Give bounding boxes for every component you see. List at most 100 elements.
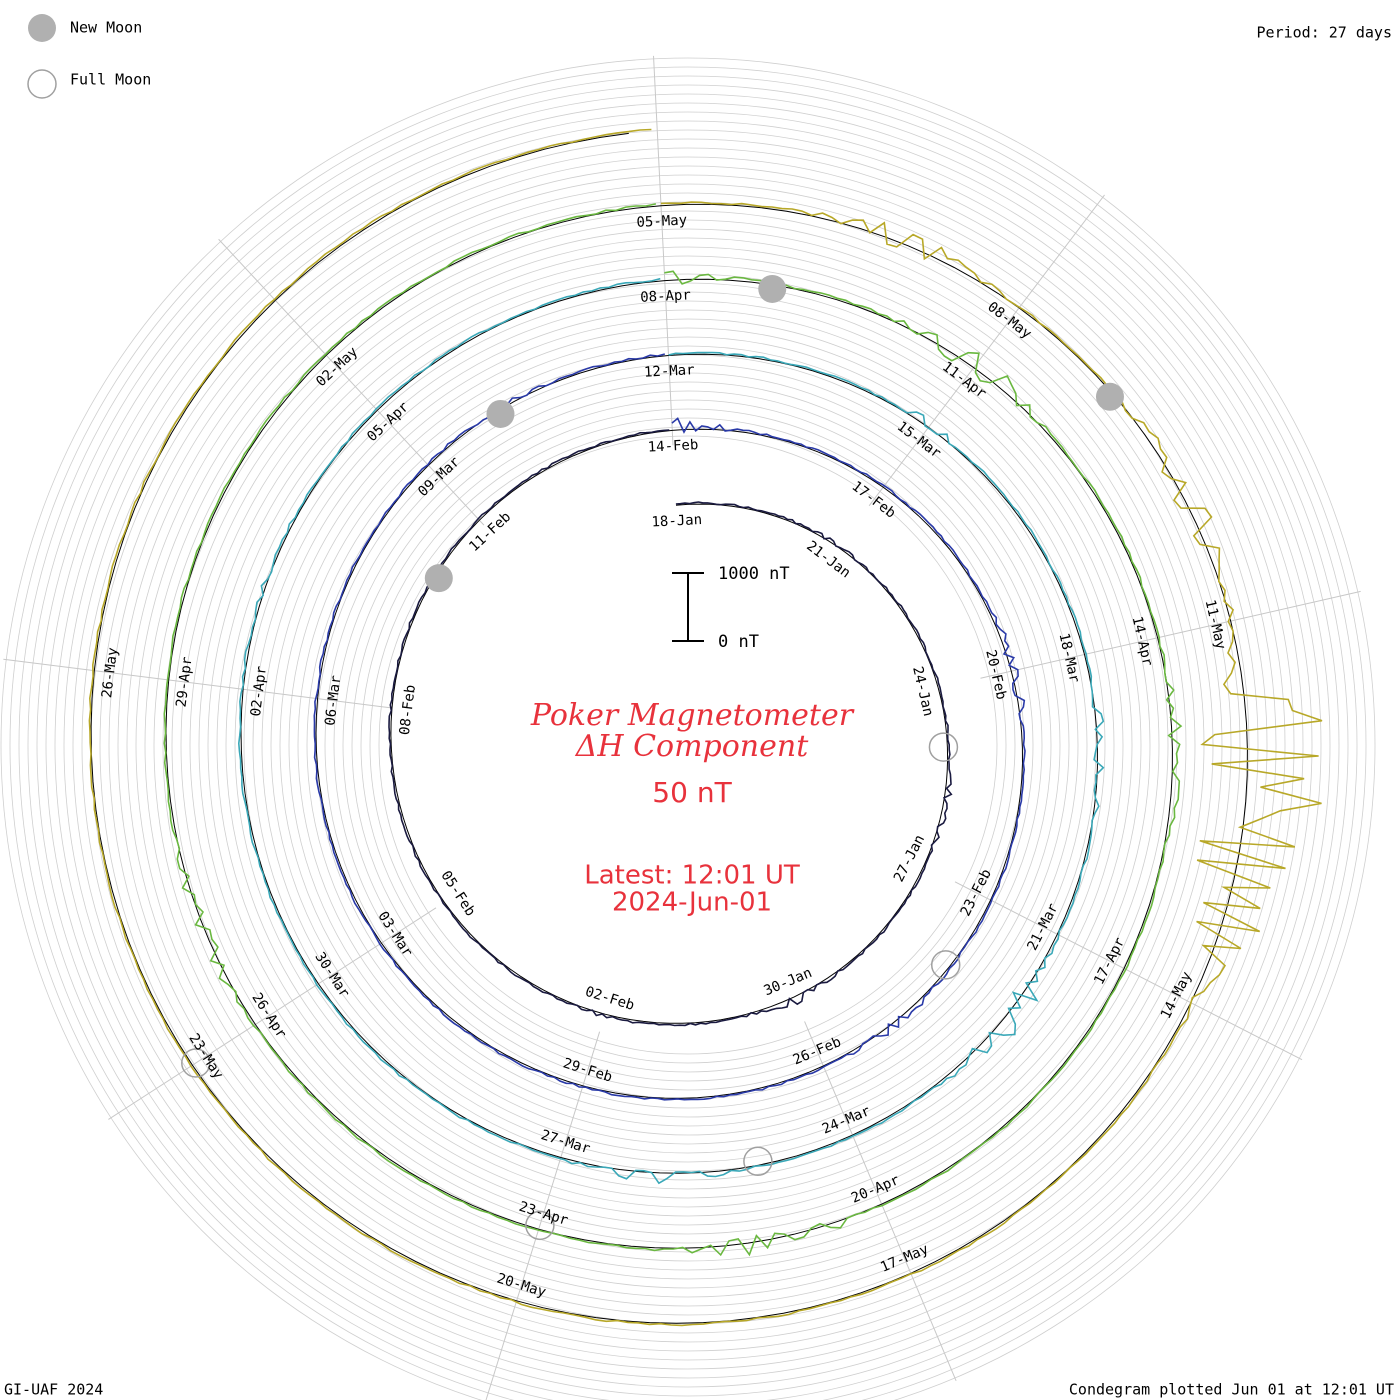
full-moon-marker: [743, 1146, 773, 1177]
grid-ring: [18, 75, 1358, 1400]
spoke-date-label: 02-May: [313, 344, 361, 390]
spoke-date-label: 12-Mar: [644, 362, 695, 381]
full-moon-legend-icon: [27, 69, 57, 99]
trace-rotation-1: [388, 429, 953, 1027]
spoke-date-label: 26-Feb: [791, 1034, 844, 1068]
spoke-date-label: 06-Mar: [322, 674, 344, 726]
grid-spoke: [980, 590, 1361, 679]
grid-ring: [135, 192, 1241, 1298]
grid-ring: [297, 354, 1079, 1136]
grid-ring: [378, 435, 998, 1055]
moon-markers: [181, 274, 1124, 1241]
full-moon-marker: [525, 1210, 555, 1241]
new-moon-marker: [1095, 382, 1124, 411]
grid-ring: [216, 273, 1160, 1217]
spoke-date-label: 18-Mar: [1055, 632, 1082, 685]
grid-spoke: [653, 55, 674, 446]
baseline-circles: [90, 132, 1248, 1324]
grid-ring: [189, 246, 1187, 1244]
spoke-date-label: 11-May: [1202, 598, 1229, 651]
spoke-date-label: 29-Apr: [174, 656, 196, 708]
grid-ring: [288, 345, 1088, 1145]
chart-ring-spacing: 50 nT: [652, 776, 732, 809]
spoke-date-label: 26-May: [99, 647, 121, 699]
grid-ring: [225, 282, 1151, 1208]
chart-title: Poker Magnetometer: [530, 698, 855, 733]
new-moon-marker: [486, 399, 515, 428]
grid-ring: [369, 426, 1007, 1064]
spoke-date-label: 18-Jan: [651, 512, 702, 531]
scale-bar: 1000 nT 0 nT: [672, 564, 790, 652]
grid-ring: [99, 156, 1277, 1334]
spoke-date-label: 26-Apr: [248, 990, 289, 1041]
trace-rotation-5: [88, 128, 1323, 1327]
grid-ring: [126, 183, 1250, 1307]
baseline-spiral: [90, 132, 1248, 1324]
grid-ring: [279, 336, 1097, 1154]
grid-spoke: [868, 194, 1105, 507]
grid-ring: [324, 381, 1052, 1109]
spoke-date-label: 05-May: [636, 212, 687, 231]
title-block: Poker Magnetometer ΔH Component 50 nT La…: [530, 698, 855, 918]
grid-ring: [117, 174, 1259, 1316]
grid-ring: [45, 102, 1331, 1388]
spoke-date-label: 29-Feb: [561, 1055, 614, 1085]
full-moon-legend-label: Full Moon: [70, 71, 151, 89]
footer-credit: GI-UAF 2024: [4, 1381, 103, 1399]
spoke-date-label: 30-Mar: [311, 949, 352, 1000]
grid-ring: [360, 417, 1016, 1073]
grid-ring: [81, 138, 1295, 1352]
spoke-date-label: 02-Apr: [248, 665, 270, 717]
grid-ring: [63, 120, 1313, 1370]
full-moon-marker: [181, 1048, 211, 1078]
grid-rings: [0, 57, 1376, 1400]
grid-ring: [234, 291, 1142, 1199]
grid-ring: [153, 210, 1223, 1280]
grid-spoke: [804, 1021, 957, 1381]
spoke-date-label: 08-Apr: [640, 287, 691, 306]
grid-ring: [342, 399, 1034, 1091]
footer-plot-time: Condegram plotted Jun 01 at 12:01 UT: [1069, 1381, 1394, 1399]
scale-top-label: 1000 nT: [718, 564, 790, 584]
new-moon-legend-icon: [28, 14, 56, 42]
new-moon-marker: [424, 564, 453, 593]
grid-ring: [108, 165, 1268, 1325]
full-moon-marker: [928, 732, 959, 762]
grid-ring: [180, 237, 1196, 1253]
spoke-date-label: 08-Feb: [397, 684, 419, 736]
grid-spoke: [954, 881, 1303, 1061]
scale-bottom-label: 0 nT: [718, 632, 759, 652]
grid-ring: [270, 327, 1106, 1163]
latest-time: Latest: 12:01 UT: [584, 861, 800, 891]
trace-rotation-4: [163, 203, 1183, 1257]
grid-spoke: [218, 238, 485, 526]
period-label: Period: 27 days: [1257, 24, 1392, 42]
grid-ring: [9, 66, 1367, 1400]
grid-ring: [306, 363, 1070, 1127]
grid-ring: [0, 57, 1376, 1400]
center-disc: [383, 440, 993, 1050]
grid-ring: [72, 129, 1304, 1361]
latest-date: 2024-Jun-01: [612, 888, 772, 918]
grid-ring: [243, 300, 1133, 1190]
legend: New Moon Full Moon: [27, 14, 151, 99]
trace-rotation-2: [313, 353, 1026, 1101]
grid-ring: [27, 84, 1349, 1400]
grid-spokes: [3, 55, 1361, 1400]
new-moon-legend-label: New Moon: [70, 19, 142, 37]
grid-ring: [54, 111, 1322, 1379]
grid-ring: [252, 309, 1124, 1181]
full-moon-marker: [930, 950, 961, 980]
grid-ring: [36, 93, 1340, 1397]
grid-ring: [207, 264, 1169, 1226]
spoke-date-label: 14-Feb: [647, 437, 698, 456]
new-moon-marker: [758, 274, 787, 303]
chart-subtitle: ΔH Component: [575, 729, 809, 764]
grid-ring: [198, 255, 1178, 1235]
grid-spoke: [485, 1031, 601, 1400]
data-traces: [88, 128, 1323, 1327]
grid-spoke: [3, 658, 391, 709]
trace-rotation-3: [237, 277, 1105, 1185]
grid-ring: [261, 318, 1115, 1172]
